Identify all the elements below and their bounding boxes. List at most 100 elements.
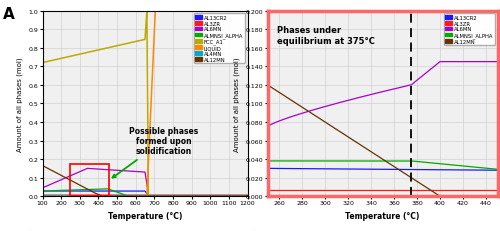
AL6MN [437,61,443,64]
ALMNSI_ALPHA [494,168,500,171]
AL13CR2 [184,195,190,198]
Line: AL12MN: AL12MN [42,166,248,196]
AL6MN [439,61,445,64]
Line: ALMNSI_ALPHA: ALMNSI_ALPHA [42,189,248,196]
AL3ZR [398,188,404,191]
AL6MN [264,126,270,128]
FCC_A1 [222,195,228,198]
AL6MN [398,86,404,89]
AL6MN [146,195,152,198]
AL12MN [184,195,190,198]
FCC_A1 [146,195,152,198]
AL4MN [184,195,190,197]
Line: LIQUID: LIQUID [42,12,248,196]
AL12MN [40,164,46,167]
Line: AL13CR2: AL13CR2 [268,169,498,170]
Text: Possible phases
formed upon
solidification: Possible phases formed upon solidificati… [112,126,198,178]
AL13CR2 [244,195,250,198]
AL12MN [264,84,270,87]
AL3ZR [40,194,46,197]
AL6MN [169,195,175,198]
AL12MN [278,93,284,96]
ALMNSI_ALPHA [278,160,284,163]
AL6MN [244,195,250,198]
AL6MN [411,82,417,85]
LIQUID [169,10,175,13]
AL6MN [244,195,250,198]
Y-axis label: Amount of all phases (mol): Amount of all phases (mol) [234,57,240,151]
AL3ZR [87,194,93,197]
FCC_A1 [87,51,93,54]
AL6MN [278,119,284,122]
AL13CR2 [439,169,445,171]
AL12MN [463,195,469,198]
AL3ZR [168,194,174,197]
ALMNSI_ALPHA [40,190,46,193]
Text: A: A [2,7,14,22]
AL12MN [169,195,175,198]
LIQUID [231,10,237,13]
AL12MN [99,195,105,198]
AL3ZR [462,188,468,191]
AL3ZR [244,194,250,197]
AL13CR2 [222,195,228,198]
LIQUID [244,10,250,13]
LIQUID [40,195,46,198]
AL13CR2 [146,195,152,198]
AL6MN [404,85,410,88]
Y-axis label: Amount of all phases (mol): Amount of all phases (mol) [16,57,23,151]
Line: AL12MN: AL12MN [268,85,498,196]
LIQUID [222,10,228,13]
ALMNSI_ALPHA [264,160,270,163]
X-axis label: Temperature (°C): Temperature (°C) [108,211,182,220]
AL6MN [40,187,46,189]
AL12MN [404,174,410,176]
AL3ZR [494,188,500,191]
AL13CR2 [169,195,175,198]
Line: AL13CR2: AL13CR2 [42,191,248,196]
AL4MN [231,195,237,197]
FCC_A1 [231,195,237,198]
AL13CR2 [411,168,417,171]
FCC_A1 [169,195,175,198]
ALMNSI_ALPHA [411,160,417,163]
AL13CR2 [87,190,93,193]
FCC_A1 [244,195,250,198]
AL4MN [40,195,46,197]
FCC_A1 [144,11,150,14]
AL13CR2 [494,169,500,172]
AL12MN [494,195,500,198]
AL3ZR [244,194,250,197]
AL12MN [244,195,250,198]
AL4MN [168,195,174,197]
AL12MN [231,195,237,198]
AL13CR2 [264,167,270,170]
Line: AL6MN: AL6MN [42,169,248,196]
Legend: AL13CR2, AL3ZR, AL6MN, ALMNSI_ALPHA, FCC_A1, LIQUID, AL4MN, AL12MN: AL13CR2, AL3ZR, AL6MN, ALMNSI_ALPHA, FCC… [194,14,245,64]
AL4MN [244,195,250,197]
AL3ZR [264,188,270,191]
Text: Phases under
equilibrium at 375°C: Phases under equilibrium at 375°C [276,26,374,46]
AL3ZR [221,194,227,197]
Line: ALMNSI_ALPHA: ALMNSI_ALPHA [268,161,498,170]
AL13CR2 [40,190,46,193]
AL13CR2 [278,167,284,170]
AL3ZR [439,188,445,191]
FCC_A1 [184,195,190,198]
AL13CR2 [462,169,468,172]
Bar [70,164,108,196]
AL13CR2 [244,195,250,198]
AL6MN [494,61,500,64]
AL4MN [244,195,250,197]
AL12MN [437,195,443,198]
AL6MN [463,61,469,64]
ALMNSI_ALPHA [231,195,237,198]
ALMNSI_ALPHA [184,195,190,198]
Legend: AL13CR2, AL3ZR, AL6MN, ALMNSI_ALPHA, AL12MN: AL13CR2, AL3ZR, AL6MN, ALMNSI_ALPHA, AL1… [444,14,495,46]
FCC_A1 [244,195,250,198]
ALMNSI_ALPHA [169,195,175,198]
LIQUID [152,10,158,13]
AL12MN [411,178,417,181]
ALMNSI_ALPHA [398,160,404,163]
AL3ZR [278,188,284,191]
